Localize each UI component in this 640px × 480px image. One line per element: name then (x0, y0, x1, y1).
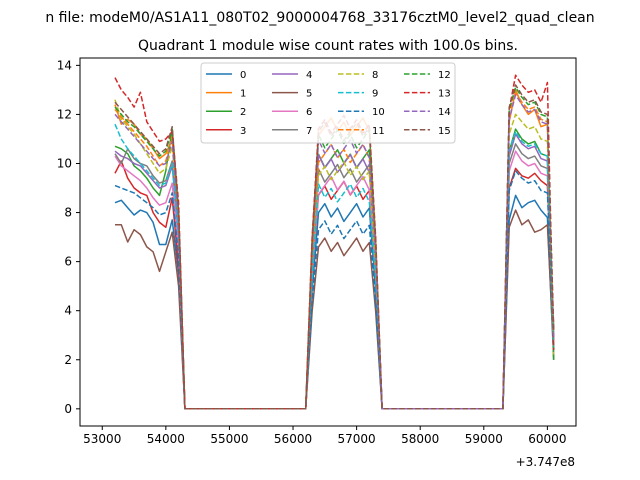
x-tick-label: 59000 (465, 432, 503, 446)
figure-suptitle: n file: modeM0/AS1A11_080T02_9000004768_… (45, 10, 594, 26)
legend-label: 9 (372, 89, 378, 100)
x-tick-label: 58000 (401, 432, 439, 446)
x-tick-label: 60000 (528, 432, 566, 446)
x-axis-offset-label: +3.747e8 (516, 455, 575, 469)
legend-label: 0 (240, 70, 246, 81)
legend-box (200, 62, 456, 144)
y-tick-label: 2 (64, 353, 72, 367)
series-line-0 (114, 194, 555, 410)
y-tick-label: 8 (64, 206, 72, 220)
legend-label: 4 (306, 70, 312, 81)
series-line-7 (114, 143, 555, 410)
legend-label: 8 (372, 70, 378, 81)
series-line-14 (114, 94, 555, 410)
x-tick-label: 57000 (338, 432, 376, 446)
legend-label: 5 (306, 89, 312, 100)
legend-label: 13 (438, 89, 451, 100)
y-tick-label: 0 (64, 402, 72, 416)
y-tick-label: 14 (57, 58, 72, 72)
legend-label: 3 (240, 126, 246, 137)
y-tick-label: 12 (57, 107, 72, 121)
axes-frame (79, 57, 577, 427)
y-tick-label: 10 (57, 156, 72, 170)
x-tick-label: 54000 (147, 432, 185, 446)
series-line-6 (114, 150, 555, 410)
series-line-5 (115, 209, 555, 410)
legend-label: 6 (306, 107, 312, 118)
legend-label: 1 (240, 89, 246, 100)
legend-label: 7 (306, 126, 312, 137)
legend-label: 2 (240, 107, 246, 118)
legend-label: 15 (438, 126, 451, 137)
y-tick-label: 4 (64, 304, 72, 318)
legend-label: 12 (438, 70, 451, 81)
legend-label: 11 (372, 126, 385, 137)
x-tick-label: 53000 (83, 432, 121, 446)
series-line-11 (114, 91, 555, 410)
series-line-9 (114, 123, 555, 410)
series-line-10 (114, 170, 555, 410)
legend-label: 10 (372, 107, 385, 118)
y-tick-label: 6 (64, 255, 72, 269)
x-axis: 53000 54000 55000 56000 57000 58000 59000 60000 (83, 426, 566, 446)
x-tick-label: 55000 (210, 432, 248, 446)
chart-title: Quadrant 1 module wise count rates with … (138, 38, 518, 54)
y-axis: 0 2 4 6 8 10 12 14 (57, 58, 80, 416)
series-line-4 (114, 133, 555, 410)
legend-label: 14 (438, 107, 451, 118)
x-tick-label: 56000 (274, 432, 312, 446)
series-line-8 (114, 99, 555, 410)
